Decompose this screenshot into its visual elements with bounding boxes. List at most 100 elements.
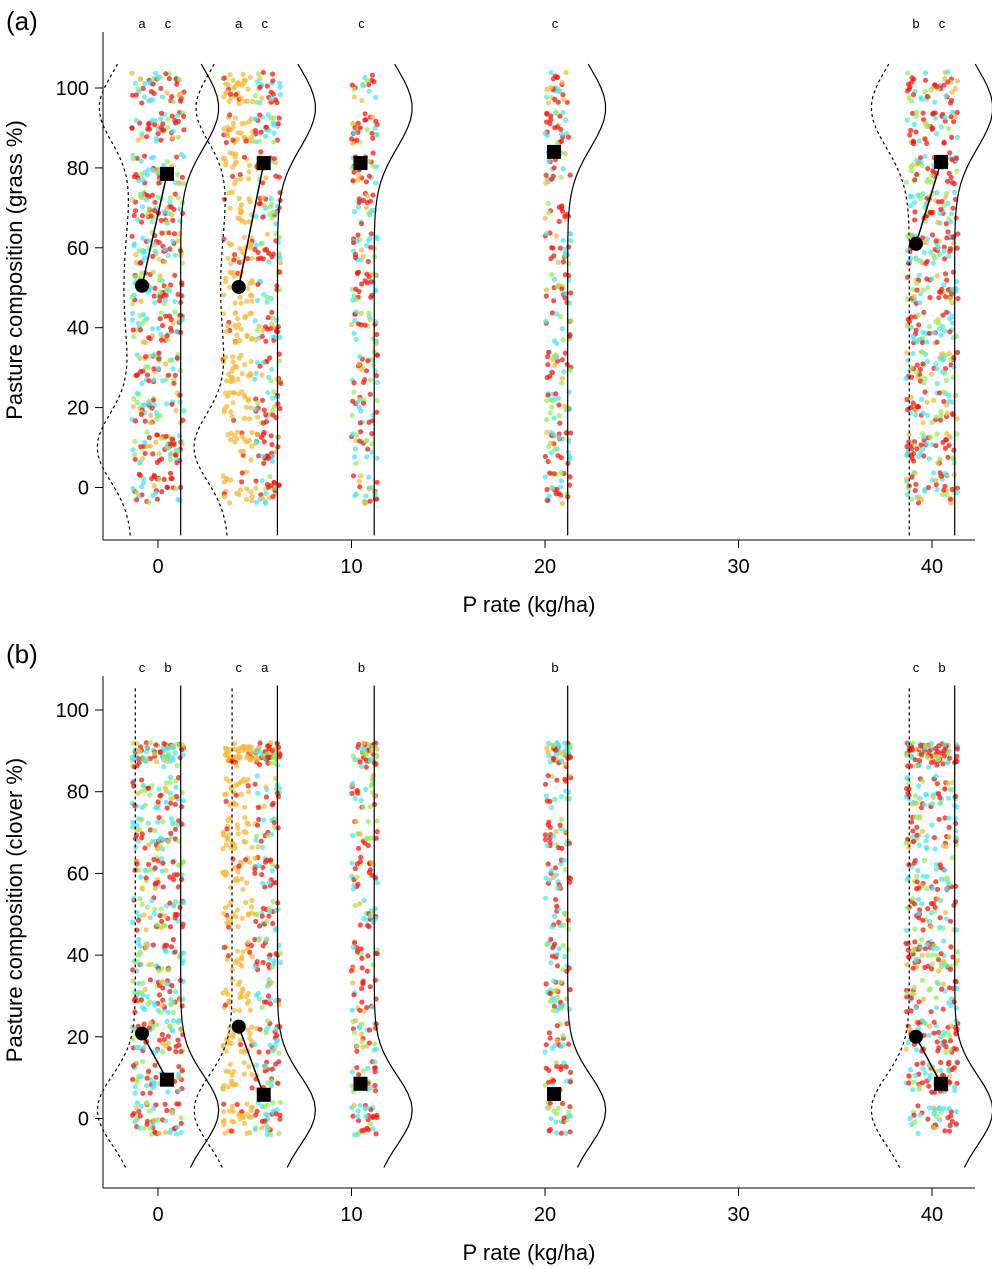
data-point (930, 900, 937, 907)
data-point (162, 259, 168, 265)
data-point (152, 750, 158, 757)
data-point (141, 439, 148, 445)
control-mean-marker (231, 279, 246, 294)
data-point (911, 991, 917, 997)
data-point (938, 876, 944, 882)
data-point (915, 910, 922, 917)
data-point (228, 91, 234, 97)
data-point (543, 231, 550, 237)
data-point (934, 487, 940, 493)
data-point (355, 204, 361, 210)
data-point (223, 791, 230, 797)
data-point (176, 954, 183, 960)
data-point (168, 282, 174, 288)
data-point (172, 298, 178, 305)
data-point (240, 71, 246, 78)
data-point (171, 231, 178, 237)
data-point (145, 364, 151, 370)
data-point (913, 327, 919, 333)
data-point (568, 1069, 574, 1075)
data-point (277, 80, 283, 86)
data-point (151, 1080, 157, 1086)
data-point (359, 247, 365, 253)
data-point (133, 92, 139, 98)
data-point (372, 793, 378, 799)
data-point (364, 193, 370, 199)
data-point (150, 942, 156, 948)
data-point (227, 754, 233, 760)
data-point (259, 372, 265, 378)
data-point (903, 840, 909, 846)
treated-density-curve (954, 685, 992, 1168)
data-point (356, 404, 362, 410)
data-point (903, 375, 909, 382)
data-point (154, 922, 160, 928)
data-point (249, 844, 255, 850)
data-point (248, 336, 255, 342)
data-point (240, 452, 246, 458)
data-point (365, 953, 371, 959)
data-point (949, 855, 956, 861)
data-point (253, 438, 259, 444)
y-tick-label: 100 (56, 700, 89, 722)
data-point (143, 927, 149, 933)
data-point (948, 1023, 954, 1029)
x-tick-label: 10 (340, 1204, 362, 1226)
data-point (374, 746, 380, 752)
data-point (928, 740, 935, 746)
x-axis-title: P rate (kg/ha) (463, 592, 596, 617)
data-point (261, 291, 267, 298)
data-point (916, 842, 922, 848)
data-point (242, 362, 248, 368)
data-point (911, 458, 917, 464)
data-point (266, 880, 272, 886)
data-point (374, 1112, 380, 1118)
data-point (911, 860, 917, 866)
data-point (544, 94, 550, 100)
data-point (153, 1074, 159, 1080)
data-point (929, 232, 936, 238)
data-point (236, 100, 242, 107)
y-tick-label: 60 (67, 863, 89, 885)
data-point (233, 92, 239, 98)
data-point (156, 968, 162, 974)
data-point (172, 272, 178, 278)
data-point (249, 954, 255, 960)
data-point (248, 359, 254, 365)
x-tick-label: 20 (534, 1204, 556, 1226)
data-point (560, 92, 566, 98)
data-point (268, 740, 274, 746)
data-point (221, 1043, 227, 1049)
data-point (553, 233, 560, 239)
data-point (910, 965, 916, 971)
data-point (231, 1119, 237, 1125)
data-point (139, 804, 145, 811)
data-point (357, 353, 363, 360)
data-point (374, 331, 380, 338)
data-point (906, 95, 912, 101)
data-point (255, 400, 261, 406)
data-point (148, 420, 154, 426)
data-point (273, 210, 279, 216)
data-point (356, 199, 362, 206)
data-point (949, 486, 955, 492)
data-point (357, 759, 363, 765)
data-point (254, 99, 260, 105)
data-point (928, 434, 934, 440)
data-point (349, 431, 356, 437)
treated-density-curve (276, 63, 316, 536)
data-point (557, 979, 563, 985)
data-point (270, 91, 276, 97)
data-point (554, 486, 560, 492)
data-point (358, 1031, 365, 1037)
data-point (165, 116, 171, 122)
data-point (931, 253, 937, 259)
data-point (276, 1130, 282, 1137)
data-point (220, 473, 226, 479)
data-point (243, 994, 249, 1000)
data-point (169, 983, 175, 989)
data-point (926, 748, 932, 754)
data-point (937, 915, 943, 921)
